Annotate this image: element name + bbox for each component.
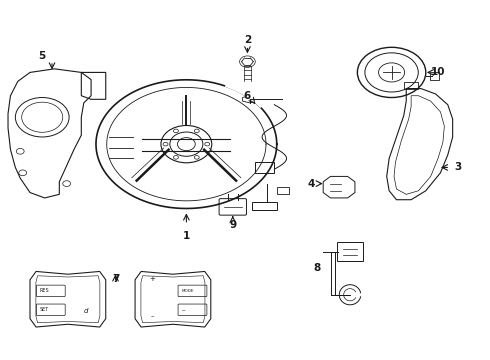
Text: –: – [181,307,185,313]
Text: 1: 1 [183,231,190,240]
Text: 10: 10 [431,67,445,77]
Text: MODE: MODE [181,289,194,293]
Text: +: + [149,276,155,283]
Text: –: – [150,314,154,320]
Text: 2: 2 [244,35,251,45]
Text: 5: 5 [39,51,46,61]
Text: 7: 7 [112,274,119,284]
Text: d: d [84,308,89,314]
Text: SET: SET [40,307,49,312]
Text: RES: RES [40,288,49,293]
Text: 3: 3 [454,162,461,172]
Text: 6: 6 [244,91,251,101]
Text: 8: 8 [314,263,321,273]
Text: 4: 4 [307,179,315,189]
Text: 9: 9 [229,220,236,230]
